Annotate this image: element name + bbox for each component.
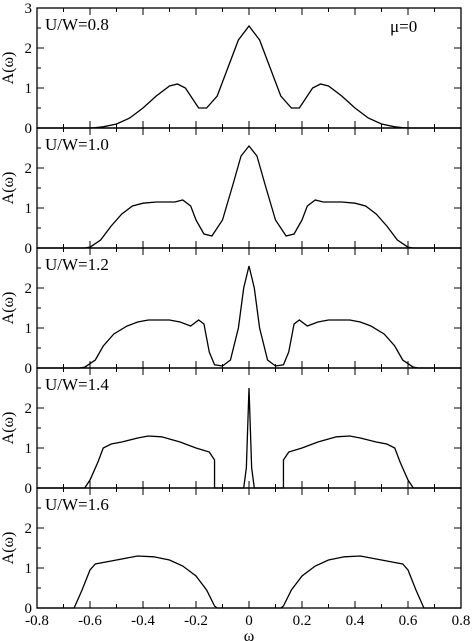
y-tick-label: 2 [25, 521, 33, 537]
x-axis-label: ω [244, 628, 255, 641]
panel-label: U/W=1.6 [45, 495, 109, 514]
y-axis-label: A(ω) [0, 292, 17, 325]
y-tick-label: 2 [25, 281, 33, 297]
panel-3: 0 1 2 U/W=1.2 A(ω) [0, 247, 462, 377]
x-tick-label: 0.6 [399, 613, 418, 629]
y-tick-label: 1 [25, 321, 33, 337]
x-tick-label: -0.8 [25, 613, 49, 629]
x-tick-label: 0.2 [293, 613, 312, 629]
mu-annotation: μ=0 [390, 17, 417, 36]
y-tick-label: 1 [25, 201, 33, 217]
panel-label: U/W=1.2 [45, 255, 109, 274]
x-tick-label: 0.4 [346, 613, 365, 629]
panel-2: 0 1 2 U/W=1.0 A(ω) [0, 127, 462, 257]
y-tick-label: 0 [25, 241, 33, 257]
x-tick-label: -0.4 [131, 613, 155, 629]
x-tick-label: 0 [245, 613, 253, 629]
x-tick-label: -0.2 [184, 613, 208, 629]
spectral-curve [37, 265, 461, 369]
y-tick-label: 0 [25, 361, 33, 377]
y-axis-label: A(ω) [0, 52, 17, 85]
y-tick-label: 2 [25, 401, 33, 417]
panel-label: U/W=1.0 [45, 135, 109, 154]
y-tick-label: 2 [25, 161, 33, 177]
spectral-curve [37, 144, 461, 249]
panel-label: U/W=1.4 [45, 375, 109, 394]
y-tick-label: 3 [25, 1, 33, 17]
panel-4: 0 1 2 U/W=1.4 A(ω) [0, 367, 462, 497]
panel-5: 0 1 2 U/W=1.6 A(ω) [0, 487, 462, 617]
y-tick-label: 1 [25, 561, 33, 577]
y-axis-label: A(ω) [0, 412, 17, 445]
spectral-curve [37, 555, 461, 609]
y-axis-label: A(ω) [0, 172, 17, 205]
y-axis-label: A(ω) [0, 532, 17, 565]
spectral-curve [37, 387, 461, 489]
y-tick-label: 0 [25, 121, 33, 137]
y-tick-label: 1 [25, 81, 33, 97]
y-tick-label: 1 [25, 441, 33, 457]
y-tick-label: 0 [25, 481, 33, 497]
y-tick-label: 0 [25, 601, 33, 617]
x-tick-label: -0.6 [78, 613, 102, 629]
panel-label: U/W=0.8 [45, 15, 109, 34]
y-tick-label: 2 [25, 41, 33, 57]
x-tick-label: 0.8 [452, 613, 471, 629]
spectral-curve [37, 24, 461, 129]
